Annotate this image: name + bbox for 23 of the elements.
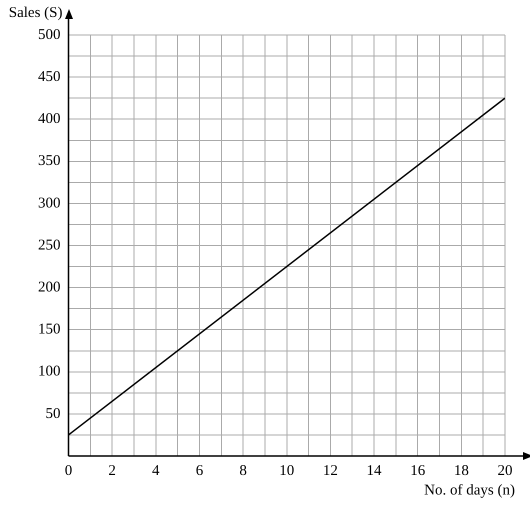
x-tick-label: 0 bbox=[64, 462, 72, 479]
x-tick-label: 12 bbox=[322, 462, 338, 479]
x-tick-label: 8 bbox=[239, 462, 247, 479]
x-axis-title: No. of days (n) bbox=[424, 482, 515, 498]
y-tick-label: 500 bbox=[38, 26, 60, 43]
y-tick-label: 300 bbox=[38, 195, 60, 212]
y-tick-label: 400 bbox=[38, 111, 60, 128]
x-tick-label: 10 bbox=[279, 462, 294, 479]
y-tick-label: 250 bbox=[38, 237, 60, 254]
y-tick-label: 100 bbox=[38, 364, 60, 380]
x-tick-label: 20 bbox=[498, 462, 512, 479]
y-tick-label: 350 bbox=[38, 153, 60, 170]
x-tick-label: 4 bbox=[152, 462, 160, 479]
y-tick-label: 450 bbox=[38, 69, 60, 86]
y-tick-label: 150 bbox=[38, 322, 60, 338]
x-tick-label: 18 bbox=[454, 462, 469, 479]
x-tick-label: 16 bbox=[410, 462, 426, 479]
y-axis-title: Sales (S) bbox=[8, 4, 62, 21]
x-tick-label: 6 bbox=[196, 462, 204, 479]
y-tick-label: 200 bbox=[38, 280, 60, 296]
x-tick-label: 2 bbox=[108, 462, 116, 479]
y-tick-label: 50 bbox=[46, 406, 60, 422]
x-tick-label: 14 bbox=[366, 462, 382, 479]
